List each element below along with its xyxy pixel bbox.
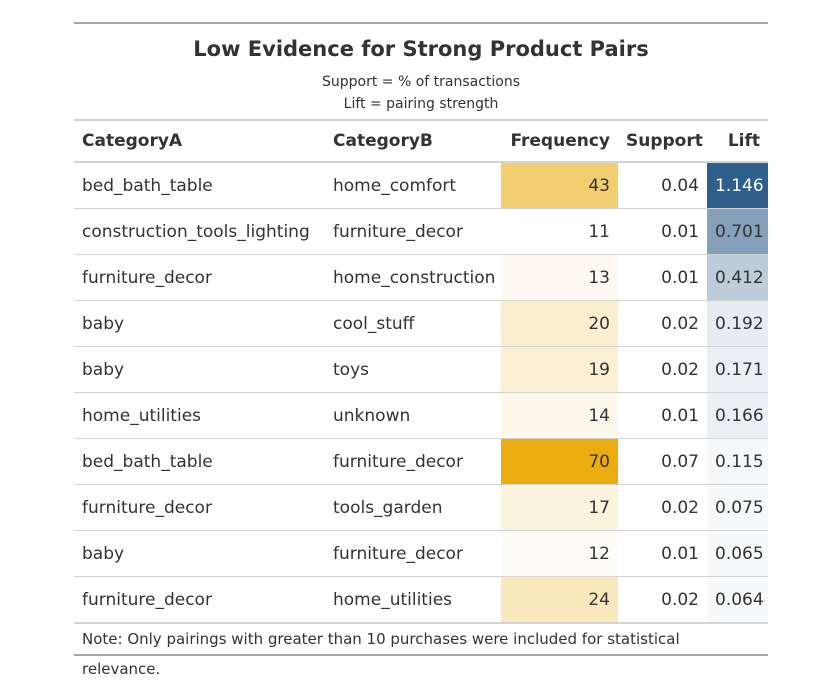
- cell-support: 0.02: [618, 346, 707, 393]
- bottom-rule: [74, 654, 768, 656]
- cell-lift: 0.412: [707, 254, 768, 301]
- cell-category-b: furniture_decor: [325, 530, 501, 577]
- heading-rule: [74, 119, 768, 121]
- cell-category-b: home_utilities: [325, 576, 501, 624]
- cell-frequency: 24: [501, 576, 618, 624]
- column-header-row: CategoryA CategoryB Frequency Support Li…: [74, 121, 768, 163]
- cell-category-b: furniture_decor: [325, 438, 501, 485]
- table-body: bed_bath_table home_comfort 43 0.04 1.146 con…: [74, 162, 768, 624]
- cell-lift: 0.065: [707, 530, 768, 577]
- table-row: bed_bath_table furniture_decor 70 0.07 0.115: [74, 438, 768, 485]
- table-row: construction_tools_lighting furniture_dec…: [74, 208, 768, 255]
- cell-category-a: baby: [74, 346, 325, 393]
- cell-support: 0.07: [618, 438, 707, 485]
- table-title: Low Evidence for Strong Product Pairs: [193, 37, 649, 61]
- cell-frequency: 12: [501, 530, 618, 577]
- cell-support: 0.01: [618, 392, 707, 439]
- cell-lift: 0.075: [707, 484, 768, 531]
- cell-lift: 0.064: [707, 576, 768, 624]
- cell-support: 0.02: [618, 300, 707, 347]
- cell-support: 0.02: [618, 576, 707, 624]
- table-row: baby furniture_decor 12 0.01 0.065: [74, 530, 768, 577]
- cell-lift: 0.166: [707, 392, 768, 439]
- cell-category-a: furniture_decor: [74, 254, 325, 301]
- column-header-support: Support: [618, 121, 707, 163]
- cell-support: 0.01: [618, 530, 707, 577]
- column-header-lift: Lift: [707, 121, 768, 163]
- table-footnote: Note: Only pairings with greater than 10…: [82, 630, 680, 678]
- cell-lift: 0.171: [707, 346, 768, 393]
- cell-support: 0.01: [618, 254, 707, 301]
- cell-support: 0.04: [618, 162, 707, 209]
- table-row: baby toys 19 0.02 0.171: [74, 346, 768, 393]
- cell-frequency: 43: [501, 162, 618, 209]
- cell-category-a: furniture_decor: [74, 484, 325, 531]
- data-table: CategoryA CategoryB Frequency Support Li…: [74, 121, 768, 624]
- subtitle-line-lift: Lift = pairing strength: [343, 96, 499, 112]
- cell-category-a: bed_bath_table: [74, 162, 325, 209]
- cell-category-a: baby: [74, 300, 325, 347]
- subtitle-line-support: Support = % of transactions: [321, 74, 521, 90]
- cell-category-b: furniture_decor: [325, 208, 501, 255]
- cell-lift: 0.701: [707, 208, 768, 255]
- table-row: furniture_decor tools_garden 17 0.02 0.075: [74, 484, 768, 531]
- cell-category-b: cool_stuff: [325, 300, 501, 347]
- cell-frequency: 19: [501, 346, 618, 393]
- cell-frequency: 70: [501, 438, 618, 485]
- cell-frequency: 17: [501, 484, 618, 531]
- column-header-category-b: CategoryB: [325, 121, 501, 163]
- cell-lift: 0.192: [707, 300, 768, 347]
- cell-support: 0.01: [618, 208, 707, 255]
- cell-category-a: home_utilities: [74, 392, 325, 439]
- column-header-frequency: Frequency: [501, 121, 618, 163]
- cell-lift: 1.146: [707, 162, 768, 209]
- column-header-category-a: CategoryA: [74, 121, 325, 163]
- gt-table: Low Evidence for Strong Product Pairs Su…: [74, 22, 768, 678]
- table-row: home_utilities unknown 14 0.01 0.166: [74, 392, 768, 439]
- cell-category-b: tools_garden: [325, 484, 501, 531]
- top-rule: [74, 22, 768, 24]
- cell-category-b: home_construction: [325, 254, 501, 301]
- cell-category-a: bed_bath_table: [74, 438, 325, 485]
- cell-frequency: 13: [501, 254, 618, 301]
- table-row: furniture_decor home_utilities 24 0.02 0.064: [74, 576, 768, 624]
- cell-category-a: furniture_decor: [74, 576, 325, 624]
- table-row: furniture_decor home_construction 13 0.01 0.…: [74, 254, 768, 301]
- cell-frequency: 20: [501, 300, 618, 347]
- cell-category-a: baby: [74, 530, 325, 577]
- cell-category-b: unknown: [325, 392, 501, 439]
- cell-frequency: 11: [501, 208, 618, 255]
- cell-category-b: home_comfort: [325, 162, 501, 209]
- cell-support: 0.02: [618, 484, 707, 531]
- cell-category-a: construction_tools_lighting: [74, 208, 325, 255]
- cell-lift: 0.115: [707, 438, 768, 485]
- table-row: baby cool_stuff 20 0.02 0.192: [74, 300, 768, 347]
- cell-frequency: 14: [501, 392, 618, 439]
- table-row: bed_bath_table home_comfort 43 0.04 1.146: [74, 162, 768, 209]
- cell-category-b: toys: [325, 346, 501, 393]
- subtitle-block: Support = % of transactions Lift = pairi…: [74, 71, 768, 119]
